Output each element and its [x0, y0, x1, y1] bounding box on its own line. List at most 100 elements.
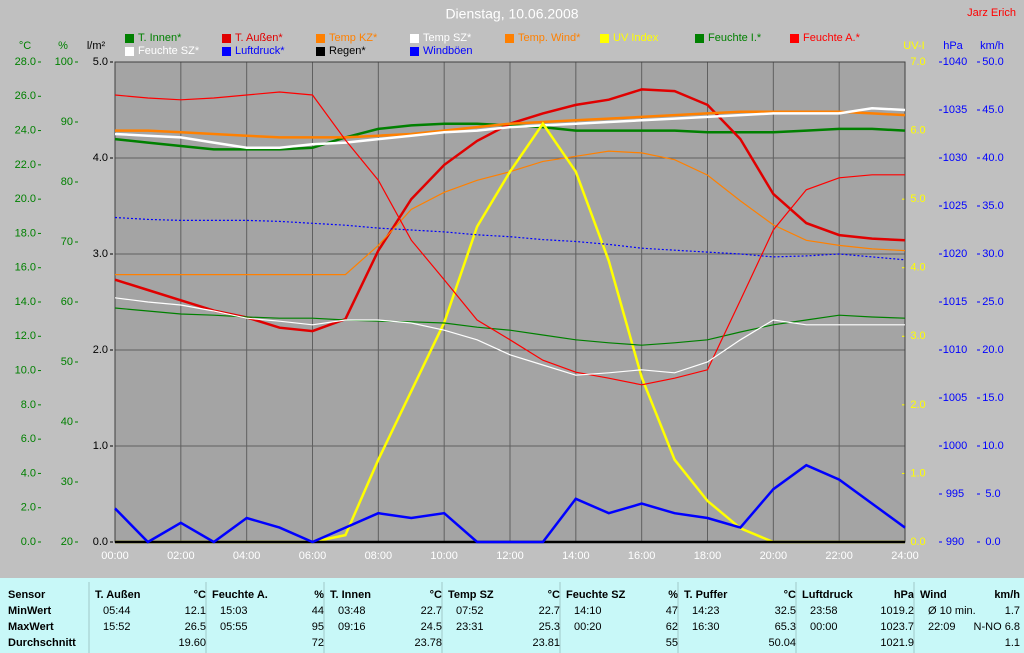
column-unit: hPa	[894, 589, 915, 601]
table-cell: 15:03	[220, 605, 248, 617]
x-tick-label: 14:00	[562, 550, 590, 562]
column-unit: km/h	[994, 589, 1020, 601]
legend-label: Luftdruck*	[235, 45, 285, 57]
y-tick-label: 1015	[943, 296, 967, 308]
y-tick-label: 1.0	[910, 467, 925, 479]
column-unit: °C	[548, 589, 560, 601]
table-cell: 25.3	[539, 621, 560, 633]
legend-swatch	[316, 47, 325, 56]
y-tick-label: 26.0	[15, 90, 36, 102]
y-tick-label: 20.0	[15, 193, 36, 205]
table-cell: 05:44	[103, 605, 131, 617]
y-tick-label: 6.0	[910, 124, 925, 136]
y-tick-label: 10.0	[15, 364, 36, 376]
legend-label: Regen*	[329, 45, 366, 57]
y-tick-label: 1005	[943, 392, 967, 404]
series-line	[114, 91, 905, 386]
y-tick-label: 30.0	[982, 248, 1003, 260]
column-header: Luftdruck	[802, 589, 854, 601]
legend-swatch	[125, 47, 134, 56]
table-cell: 05:55	[220, 621, 248, 633]
column-unit: °C	[430, 589, 442, 601]
y-tick-label: 5.0	[910, 193, 925, 205]
table-cell: 22.7	[421, 605, 442, 617]
series-line	[114, 463, 906, 544]
table-cell: 19.60	[178, 637, 206, 649]
table-cell: N-NO 6.8	[974, 621, 1020, 633]
table-cell: 22:09	[928, 621, 956, 633]
y-tick-label: 0.0	[910, 536, 925, 548]
y-tick-label: 995	[946, 488, 964, 500]
y-tick-label: 4.0	[21, 467, 36, 479]
y-tick-label: 0.0	[93, 536, 108, 548]
y-tick-label: 2.0	[910, 399, 925, 411]
table-cell: 03:48	[338, 605, 366, 617]
legend-label: Windböen	[423, 45, 473, 57]
y-tick-label: 0.0	[21, 536, 36, 548]
x-tick-label: 02:00	[167, 550, 195, 562]
table-cell: 07:52	[456, 605, 484, 617]
legend-label: Temp. Wind*	[518, 32, 581, 44]
table-cell: 15:52	[103, 621, 131, 633]
y-tick-label: 2.0	[93, 344, 108, 356]
table-cell: 72	[312, 637, 324, 649]
table-cell: 23:58	[810, 605, 838, 617]
legend-label: Feuchte I.*	[708, 32, 762, 44]
y-tick-label: 6.0	[21, 433, 36, 445]
legend-swatch	[316, 34, 325, 43]
legend-label: T. Außen*	[235, 32, 283, 44]
row-label: MaxWert	[8, 621, 54, 633]
axis-title: hPa	[943, 40, 963, 52]
table-cell: 1021.9	[880, 637, 914, 649]
legend-label: UV Index	[613, 32, 659, 44]
series-line	[114, 297, 905, 376]
y-tick-label: 80	[61, 176, 73, 188]
x-tick-label: 06:00	[299, 550, 327, 562]
column-unit: %	[314, 589, 324, 601]
table-cell: 09:16	[338, 621, 366, 633]
table-background	[0, 578, 1024, 653]
y-tick-label: 24.0	[15, 124, 36, 136]
table-cell: 62	[666, 621, 678, 633]
y-tick-label: 25.0	[982, 296, 1003, 308]
table-cell: 65.3	[775, 621, 796, 633]
legend-swatch	[222, 47, 231, 56]
y-tick-label: 35.0	[982, 200, 1003, 212]
legend-label: Feuchte SZ*	[138, 45, 200, 57]
column-header: Wind	[920, 589, 947, 601]
table-cell: 23.78	[414, 637, 442, 649]
legend-label: Temp SZ*	[423, 32, 472, 44]
table-cell: 50.04	[768, 637, 796, 649]
column-unit: %	[668, 589, 678, 601]
row-label: MinWert	[8, 605, 52, 617]
y-tick-label: 1000	[943, 440, 967, 452]
y-tick-label: 1040	[943, 56, 967, 68]
table-cell: 14:10	[574, 605, 602, 617]
table-cell: 14:23	[692, 605, 720, 617]
legend-swatch	[410, 34, 419, 43]
legend-swatch	[695, 34, 704, 43]
axis-title: %	[58, 40, 68, 52]
y-tick-label: 30	[61, 476, 73, 488]
table-cell: 44	[312, 605, 324, 617]
y-tick-label: 3.0	[910, 330, 925, 342]
table-cell: Ø 10 min.	[928, 605, 976, 617]
table-cell: 12.1	[185, 605, 206, 617]
row-label: Durchschnitt	[8, 637, 76, 649]
table-cell: 00:00	[810, 621, 838, 633]
table-cell: 22.7	[539, 605, 560, 617]
table-cell: 95	[312, 621, 324, 633]
y-tick-label: 60	[61, 296, 73, 308]
axis-title: km/h	[980, 40, 1004, 52]
axis-title: l/m²	[87, 40, 106, 52]
y-tick-label: 28.0	[15, 56, 36, 68]
series-line	[114, 307, 906, 346]
y-tick-label: 50.0	[982, 56, 1003, 68]
y-tick-label: 16.0	[15, 262, 36, 274]
table-cell: 1.7	[1005, 605, 1020, 617]
column-unit: °C	[784, 589, 796, 601]
y-tick-label: 100	[55, 56, 73, 68]
y-tick-label: 0.0	[985, 536, 1000, 548]
x-tick-label: 24:00	[891, 550, 919, 562]
y-tick-label: 1.0	[93, 440, 108, 452]
